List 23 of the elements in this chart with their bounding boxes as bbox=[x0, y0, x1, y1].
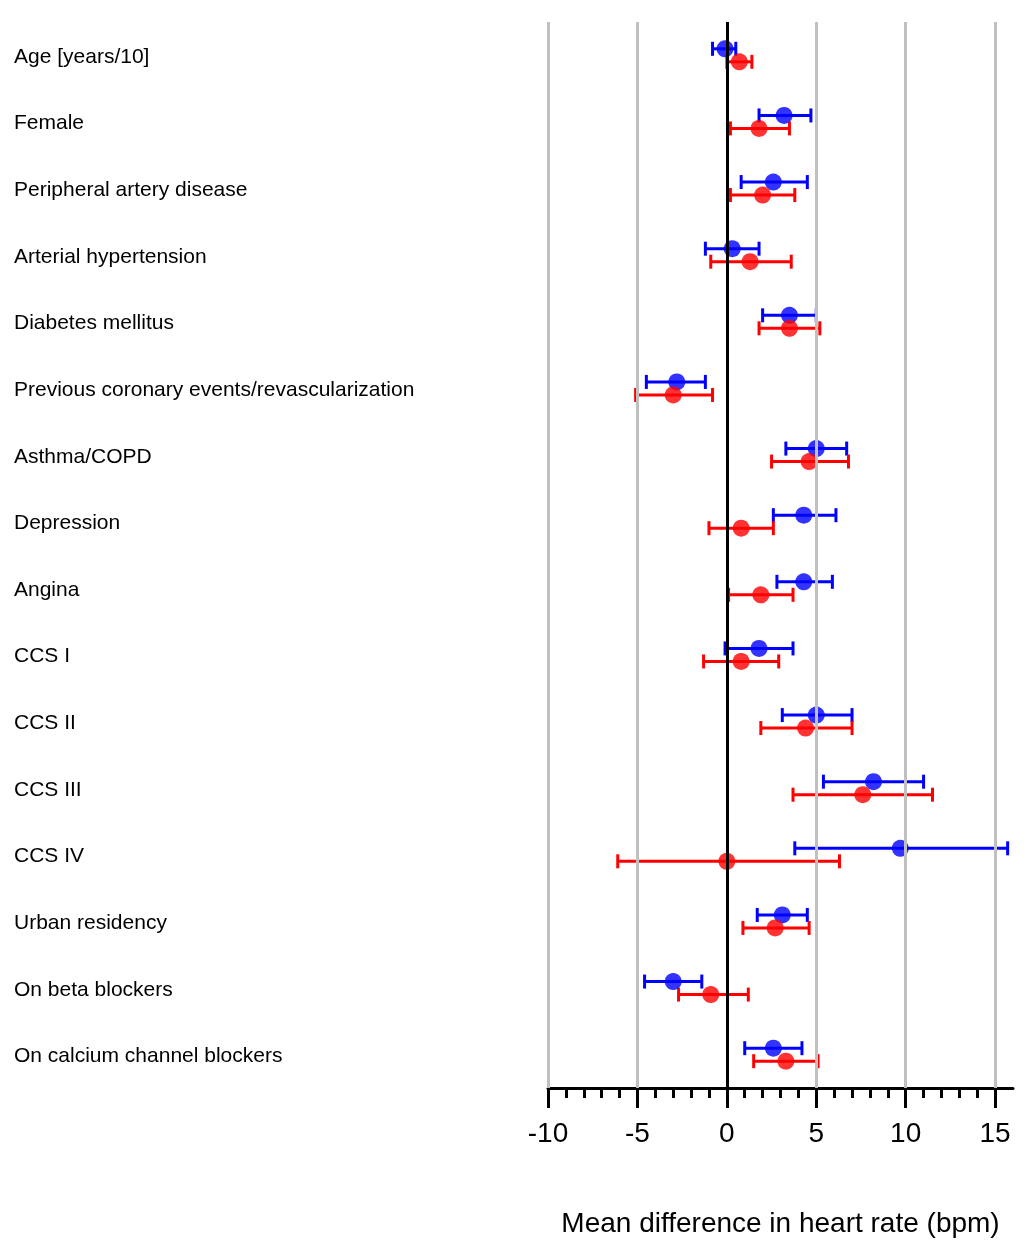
y-tick-label: CCS I bbox=[14, 643, 71, 667]
y-tick-label: On beta blockers bbox=[14, 976, 173, 1000]
y-tick-label: Urban residency bbox=[14, 909, 168, 933]
y-tick-label: Asthma/COPD bbox=[14, 443, 152, 467]
y-tick-label: Previous coronary events/revascularization bbox=[14, 376, 415, 400]
y-tick-label: Peripheral artery disease bbox=[14, 177, 248, 201]
x-tick-label: 5 bbox=[808, 1116, 825, 1148]
y-tick-label: Diabetes mellitus bbox=[14, 310, 174, 334]
y-tick-label: CCS II bbox=[14, 710, 76, 734]
x-tick-label: 10 bbox=[890, 1116, 922, 1148]
x-axis-title: Mean difference in heart rate (bpm) bbox=[561, 1206, 1000, 1238]
y-tick-label: Arterial hypertension bbox=[14, 243, 207, 267]
x-tick-label: 0 bbox=[719, 1116, 735, 1148]
x-tick-label: 15 bbox=[979, 1116, 1011, 1148]
y-tick-label: Depression bbox=[14, 510, 121, 534]
y-tick-label: Female bbox=[14, 110, 85, 134]
y-tick-label: Age [years/10] bbox=[14, 43, 150, 67]
y-tick-label: CCS III bbox=[14, 776, 82, 800]
y-tick-label: On calcium channel blockers bbox=[14, 1043, 283, 1067]
y-tick-label: CCS IV bbox=[14, 843, 85, 867]
x-tick-label: -10 bbox=[527, 1116, 569, 1148]
y-tick-label: Angina bbox=[14, 576, 80, 600]
x-tick-label: -5 bbox=[624, 1116, 650, 1148]
